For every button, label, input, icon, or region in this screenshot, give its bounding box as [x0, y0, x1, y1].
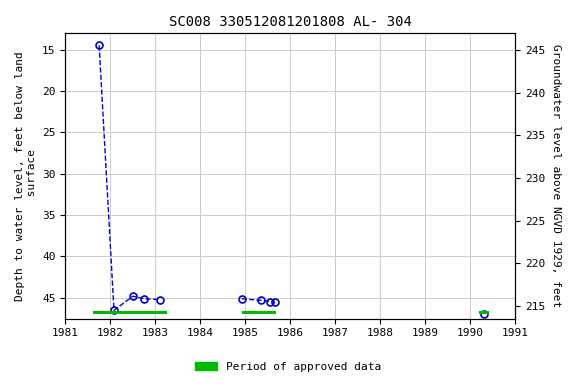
Bar: [93, 311, 166, 314]
Y-axis label: Groundwater level above NGVD 1929, feet: Groundwater level above NGVD 1929, feet: [551, 44, 561, 307]
Bar: [479, 311, 490, 314]
Title: SC008 330512081201808 AL- 304: SC008 330512081201808 AL- 304: [169, 15, 412, 29]
Y-axis label: Depth to water level, feet below land
 surface: Depth to water level, feet below land su…: [15, 51, 37, 301]
Legend: Period of approved data: Period of approved data: [191, 358, 385, 377]
Bar: [242, 311, 276, 314]
